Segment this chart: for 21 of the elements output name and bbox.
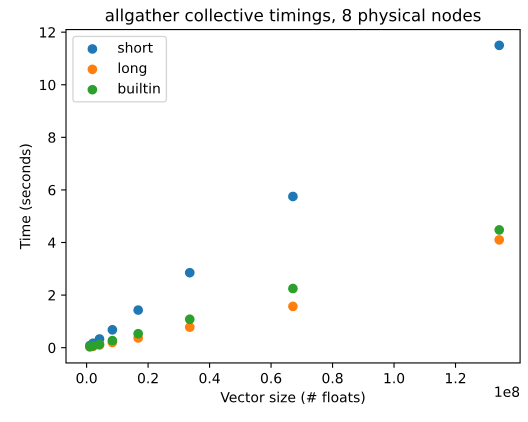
y-tick-label: 4 [48,238,56,248]
x-tick-label: 0.0 [76,372,97,384]
y-tick-label: 6 [48,184,56,196]
chart-title: allgather collective timings, 8 physical nodes [106,8,481,25]
y-tick-label: 0 [48,342,56,354]
text: 1e8 [495,386,520,398]
x-tick-label: 0.4 [199,372,220,384]
x-tick-label: 0.6 [260,372,282,384]
legend-label: short [118,42,153,53]
y-tick-label: 12 [40,27,55,38]
legend-label: long [118,62,146,76]
y-tick-label: 8 [48,132,56,143]
y-tick-label: 10 [40,80,56,90]
y-tick-label: 2 [48,290,55,300]
legend-label: builtin [118,82,160,94]
y-axis-title: Time (seconds) [20,144,32,250]
x-tick-label: 1.0 [384,372,404,384]
x-tick-label: 1.2 [446,372,466,384]
x-tick-label: 0.8 [322,372,343,384]
x-tick-label: 0.2 [138,372,158,384]
x-axis-title: Vector size (# floats) [220,392,365,404]
